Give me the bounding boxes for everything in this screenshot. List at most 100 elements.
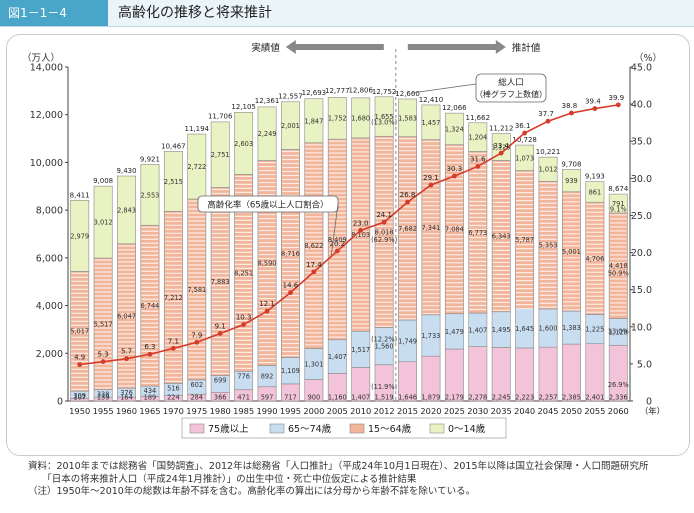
chart: 0 2,000 4,000 6,000 8,000 10,000 12,000 14,000 0… [22,40,665,439]
aging-rate-point [100,359,106,365]
segment-value-label: 3,012 [94,219,113,227]
x-tick-label: 2025 [444,406,465,416]
bar-segment [491,133,511,161]
segment-value-label: 284 [190,394,203,402]
aging-rate-point [569,110,574,116]
aging-rate-label: 26.8 [400,191,416,199]
bar-segment [327,97,347,140]
aging-rate-label: 24.1 [376,211,392,219]
segment-value-label: 2,843 [117,206,136,214]
aging-rate-label: 33.4 [493,142,509,150]
bar-segment [585,343,605,402]
legend-label: 75歳以上 [208,423,249,435]
aging-rate-point [615,102,621,108]
segment-value-label: 8,622 [304,242,323,250]
aging-rate-label: 30.3 [447,165,463,173]
segment-value-label: 139 [97,394,110,402]
aging-rate-point [405,199,410,205]
segment-value-label: 1,749 [398,337,417,345]
bar-segment [93,185,113,259]
bar-segment [234,112,254,175]
bar-total-label: 12,105 [231,103,256,111]
segment-value-label: 2,001 [281,122,300,130]
bar-total-label: 12,693 [302,89,327,97]
segment-value-label: 2,515 [164,178,183,186]
segment-value-label: 717 [284,394,297,402]
segment-value-label: 2,245 [492,394,511,402]
segment-value-label: 164 [120,394,133,402]
aging-rate-point [334,248,340,254]
share-label: (12.2%) [371,336,397,344]
source-notes: 資料：2010年までは総務省「国勢調査」、2012年は総務省「人口推計」（平成2… [28,461,688,499]
x-tick-label: 1985 [233,406,254,416]
bar-segment [374,96,394,137]
segment-value-label: 5,517 [94,320,113,328]
total-callout-box [475,73,547,103]
segment-value-label: 597 [261,394,274,402]
x-tick-label: 2050 [561,406,582,416]
segment-value-label: 2,385 [562,394,581,402]
y-tick-label-left: 2,000 [36,349,63,360]
bar-segment [468,122,488,152]
segment-value-label: 1,479 [445,328,464,336]
share-label: (62.9%) [371,236,397,244]
bar-total-label: 9,708 [561,160,581,168]
segment-value-label: 2,278 [468,394,487,402]
bar-segment [562,343,581,402]
segment-value-label: 1,012 [539,166,558,174]
share-label: 9.1% [610,206,627,214]
segment-value-label: 4,706 [585,255,604,263]
legend-label: 15～64歳 [368,423,412,435]
segment-value-label: 1,752 [328,115,347,123]
y-tick-label-left: 14,000 [30,63,63,74]
aging-rate-label: 5.3 [98,351,109,359]
aging-rate-point [358,227,364,233]
y-tick-label-right: 35.0 [631,137,652,148]
bar-segment [608,193,628,214]
segment-value-label: 7,212 [164,294,183,302]
rate-callout-pointer [330,203,339,256]
bar-total-label: 9,430 [117,167,137,175]
segment-value-label: 1,457 [422,119,441,127]
segment-value-label: 1,225 [585,326,604,334]
total-callout-line1: 総人口 [498,77,524,88]
segment-value-label: 892 [261,373,274,381]
bar-segment [70,200,90,272]
projected-arrow [407,40,506,54]
segment-value-label: 699 [214,377,227,385]
segment-value-label: 1,073 [515,154,534,162]
segment-value-label: 1,495 [492,326,511,334]
aging-rate-label: 39.9 [608,94,624,102]
segment-value-label: 1,879 [422,394,441,402]
x-tick-label: 2012 [374,406,395,416]
aging-rate-label: 9.1 [215,322,226,330]
segment-value-label: 6,343 [492,233,511,241]
segment-value-label: 8,716 [281,250,300,258]
y-tick-label-right: 40.0 [631,100,652,111]
y-tick-label-right: 25.0 [631,211,652,222]
aging-rate-label: 36.1 [515,122,531,130]
aging-rate-point [475,164,481,169]
bar-total-label: 10,728 [512,136,537,144]
segment-value-label: 309 [73,392,86,400]
segment-value-label: 4,418 [609,262,628,270]
segment-value-label: 776 [237,372,250,380]
aging-rate-point [147,351,153,357]
segment-value-label: 8,018 [375,228,394,236]
aging-rate-label: 4.9 [74,354,85,362]
bar-segment [538,156,558,182]
bar-total-label: 10,221 [536,148,561,156]
segment-value-label: 1,517 [351,346,370,354]
aging-rate-point [288,290,293,296]
x-tick-label: 1980 [210,406,231,416]
bar-total-label: 9,193 [585,173,605,181]
x-tick-label: 2055 [584,406,605,416]
bar-total-label: 9,008 [93,177,113,185]
y-tick-label-left: 6,000 [36,253,63,264]
bar-segment [444,112,464,146]
bar-total-label: 12,361 [255,97,280,105]
segment-value-label: 7,883 [211,278,230,286]
segment-value-label: 1,301 [304,361,323,369]
aging-rate-label: 29.1 [423,174,439,182]
legend-swatch [349,423,365,434]
